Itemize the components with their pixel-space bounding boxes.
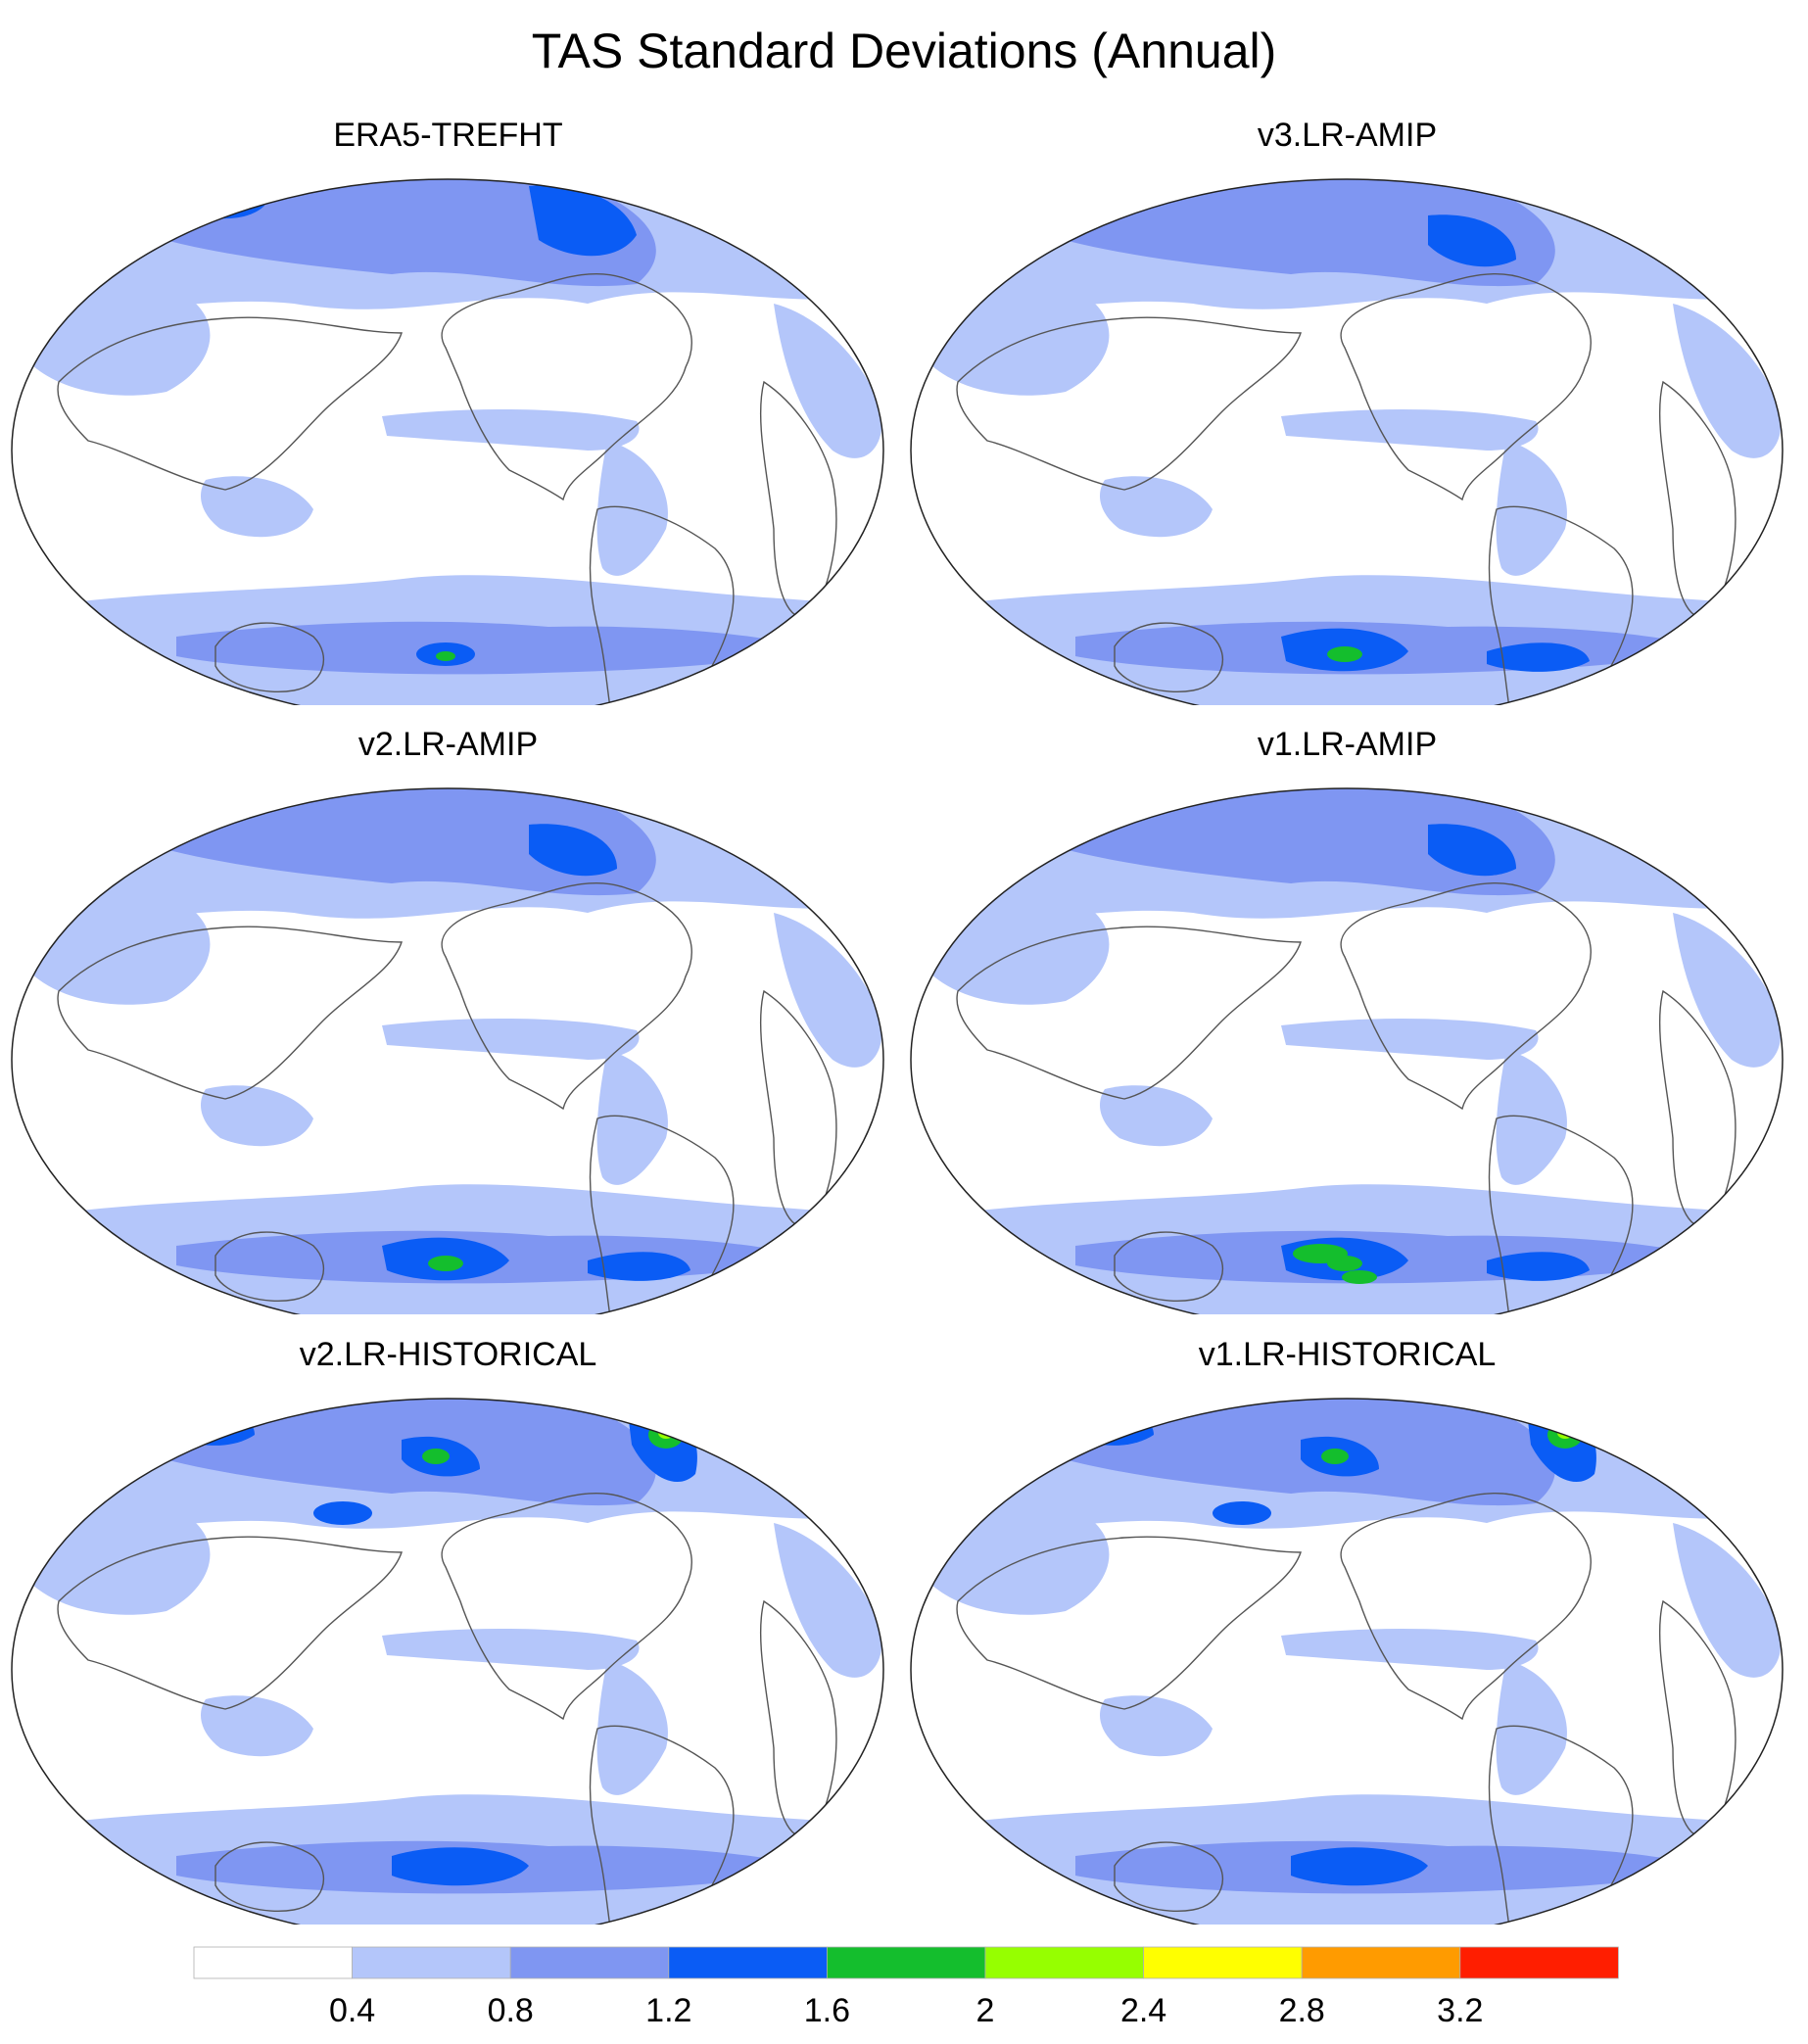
colorbar: 0.4 0.8 1.2 1.6 2 2.4 2.8 3.2 xyxy=(193,1946,1619,2029)
map-border xyxy=(910,178,1784,705)
colorbar-box xyxy=(827,1946,986,1979)
map-border xyxy=(910,1398,1784,1925)
colorbar-box xyxy=(984,1946,1145,1979)
colorbar-label: 2.4 xyxy=(1120,1992,1166,2029)
panel-title: v3.LR-AMIP xyxy=(1257,117,1438,154)
colorbar-label: 3.2 xyxy=(1437,1992,1483,2029)
colorbar-label: 0.8 xyxy=(488,1992,534,2029)
colorbar-label: 1.2 xyxy=(645,1992,691,2029)
coastline xyxy=(441,1492,692,1721)
panel-title: v2.LR-HISTORICAL xyxy=(299,1336,597,1373)
coastline xyxy=(1340,1492,1592,1721)
map-panel: v3.LR-AMIP1985-2014C xyxy=(899,116,1795,705)
coastline xyxy=(214,1231,324,1302)
world-map xyxy=(899,1376,1795,1925)
coastline xyxy=(589,1115,735,1314)
figure-title: TAS Standard Deviations (Annual) xyxy=(531,24,1277,78)
map-panel: ERA5-TREFHT1985-2014C xyxy=(0,116,896,705)
panel-title: v1.LR-HISTORICAL xyxy=(1198,1336,1497,1373)
world-map xyxy=(0,1376,896,1925)
coastline xyxy=(57,926,403,1100)
colorbar-box xyxy=(668,1946,828,1979)
map-panel: v2.LR-AMIP1985-2014C xyxy=(0,725,896,1314)
colorbar-box xyxy=(1301,1946,1461,1979)
world-map xyxy=(899,766,1795,1314)
coastline xyxy=(214,1841,324,1912)
colorbar-box xyxy=(1459,1946,1619,1979)
colorbar-box xyxy=(509,1946,670,1979)
coastline xyxy=(956,316,1302,491)
coastline xyxy=(441,272,692,501)
map-panel: v2.LR-HISTORICAL1985-2014C xyxy=(0,1335,896,1925)
coastline xyxy=(441,881,692,1111)
map-panel: v1.LR-HISTORICAL1985-2014C xyxy=(899,1335,1795,1925)
colorbar-label: 2.8 xyxy=(1279,1992,1325,2029)
coastline xyxy=(589,1725,735,1925)
coastline xyxy=(589,505,735,705)
coastline xyxy=(57,316,403,491)
coastline xyxy=(1488,505,1634,705)
colorbar-label: 0.4 xyxy=(329,1992,375,2029)
coastline xyxy=(956,926,1302,1100)
map-border xyxy=(11,787,884,1314)
panel-title: v2.LR-AMIP xyxy=(357,726,539,763)
coastline xyxy=(956,1536,1302,1710)
panel-title: v1.LR-AMIP xyxy=(1257,726,1438,763)
coastline xyxy=(1114,1841,1223,1912)
coastline xyxy=(1114,1231,1223,1302)
map-border xyxy=(910,787,1784,1314)
coastline xyxy=(1340,881,1592,1111)
colorbar-label: 1.6 xyxy=(804,1992,850,2029)
colorbar-label: 2 xyxy=(976,1992,995,2029)
coastline xyxy=(214,622,324,692)
map-border xyxy=(11,1398,884,1925)
world-map xyxy=(0,766,896,1314)
world-map xyxy=(899,157,1795,705)
panel-title: ERA5-TREFHT xyxy=(333,117,563,154)
coastline xyxy=(1488,1115,1634,1314)
colorbar-box xyxy=(193,1946,354,1979)
colorbar-box xyxy=(352,1946,511,1979)
coastline xyxy=(57,1536,403,1710)
colorbar-box xyxy=(1143,1946,1303,1979)
world-map xyxy=(0,157,896,705)
coastline xyxy=(1340,272,1592,501)
map-border xyxy=(11,178,884,705)
map-panel: v1.LR-AMIP1985-2014C xyxy=(899,725,1795,1314)
coastline xyxy=(1488,1725,1634,1925)
coastline xyxy=(1114,622,1223,692)
